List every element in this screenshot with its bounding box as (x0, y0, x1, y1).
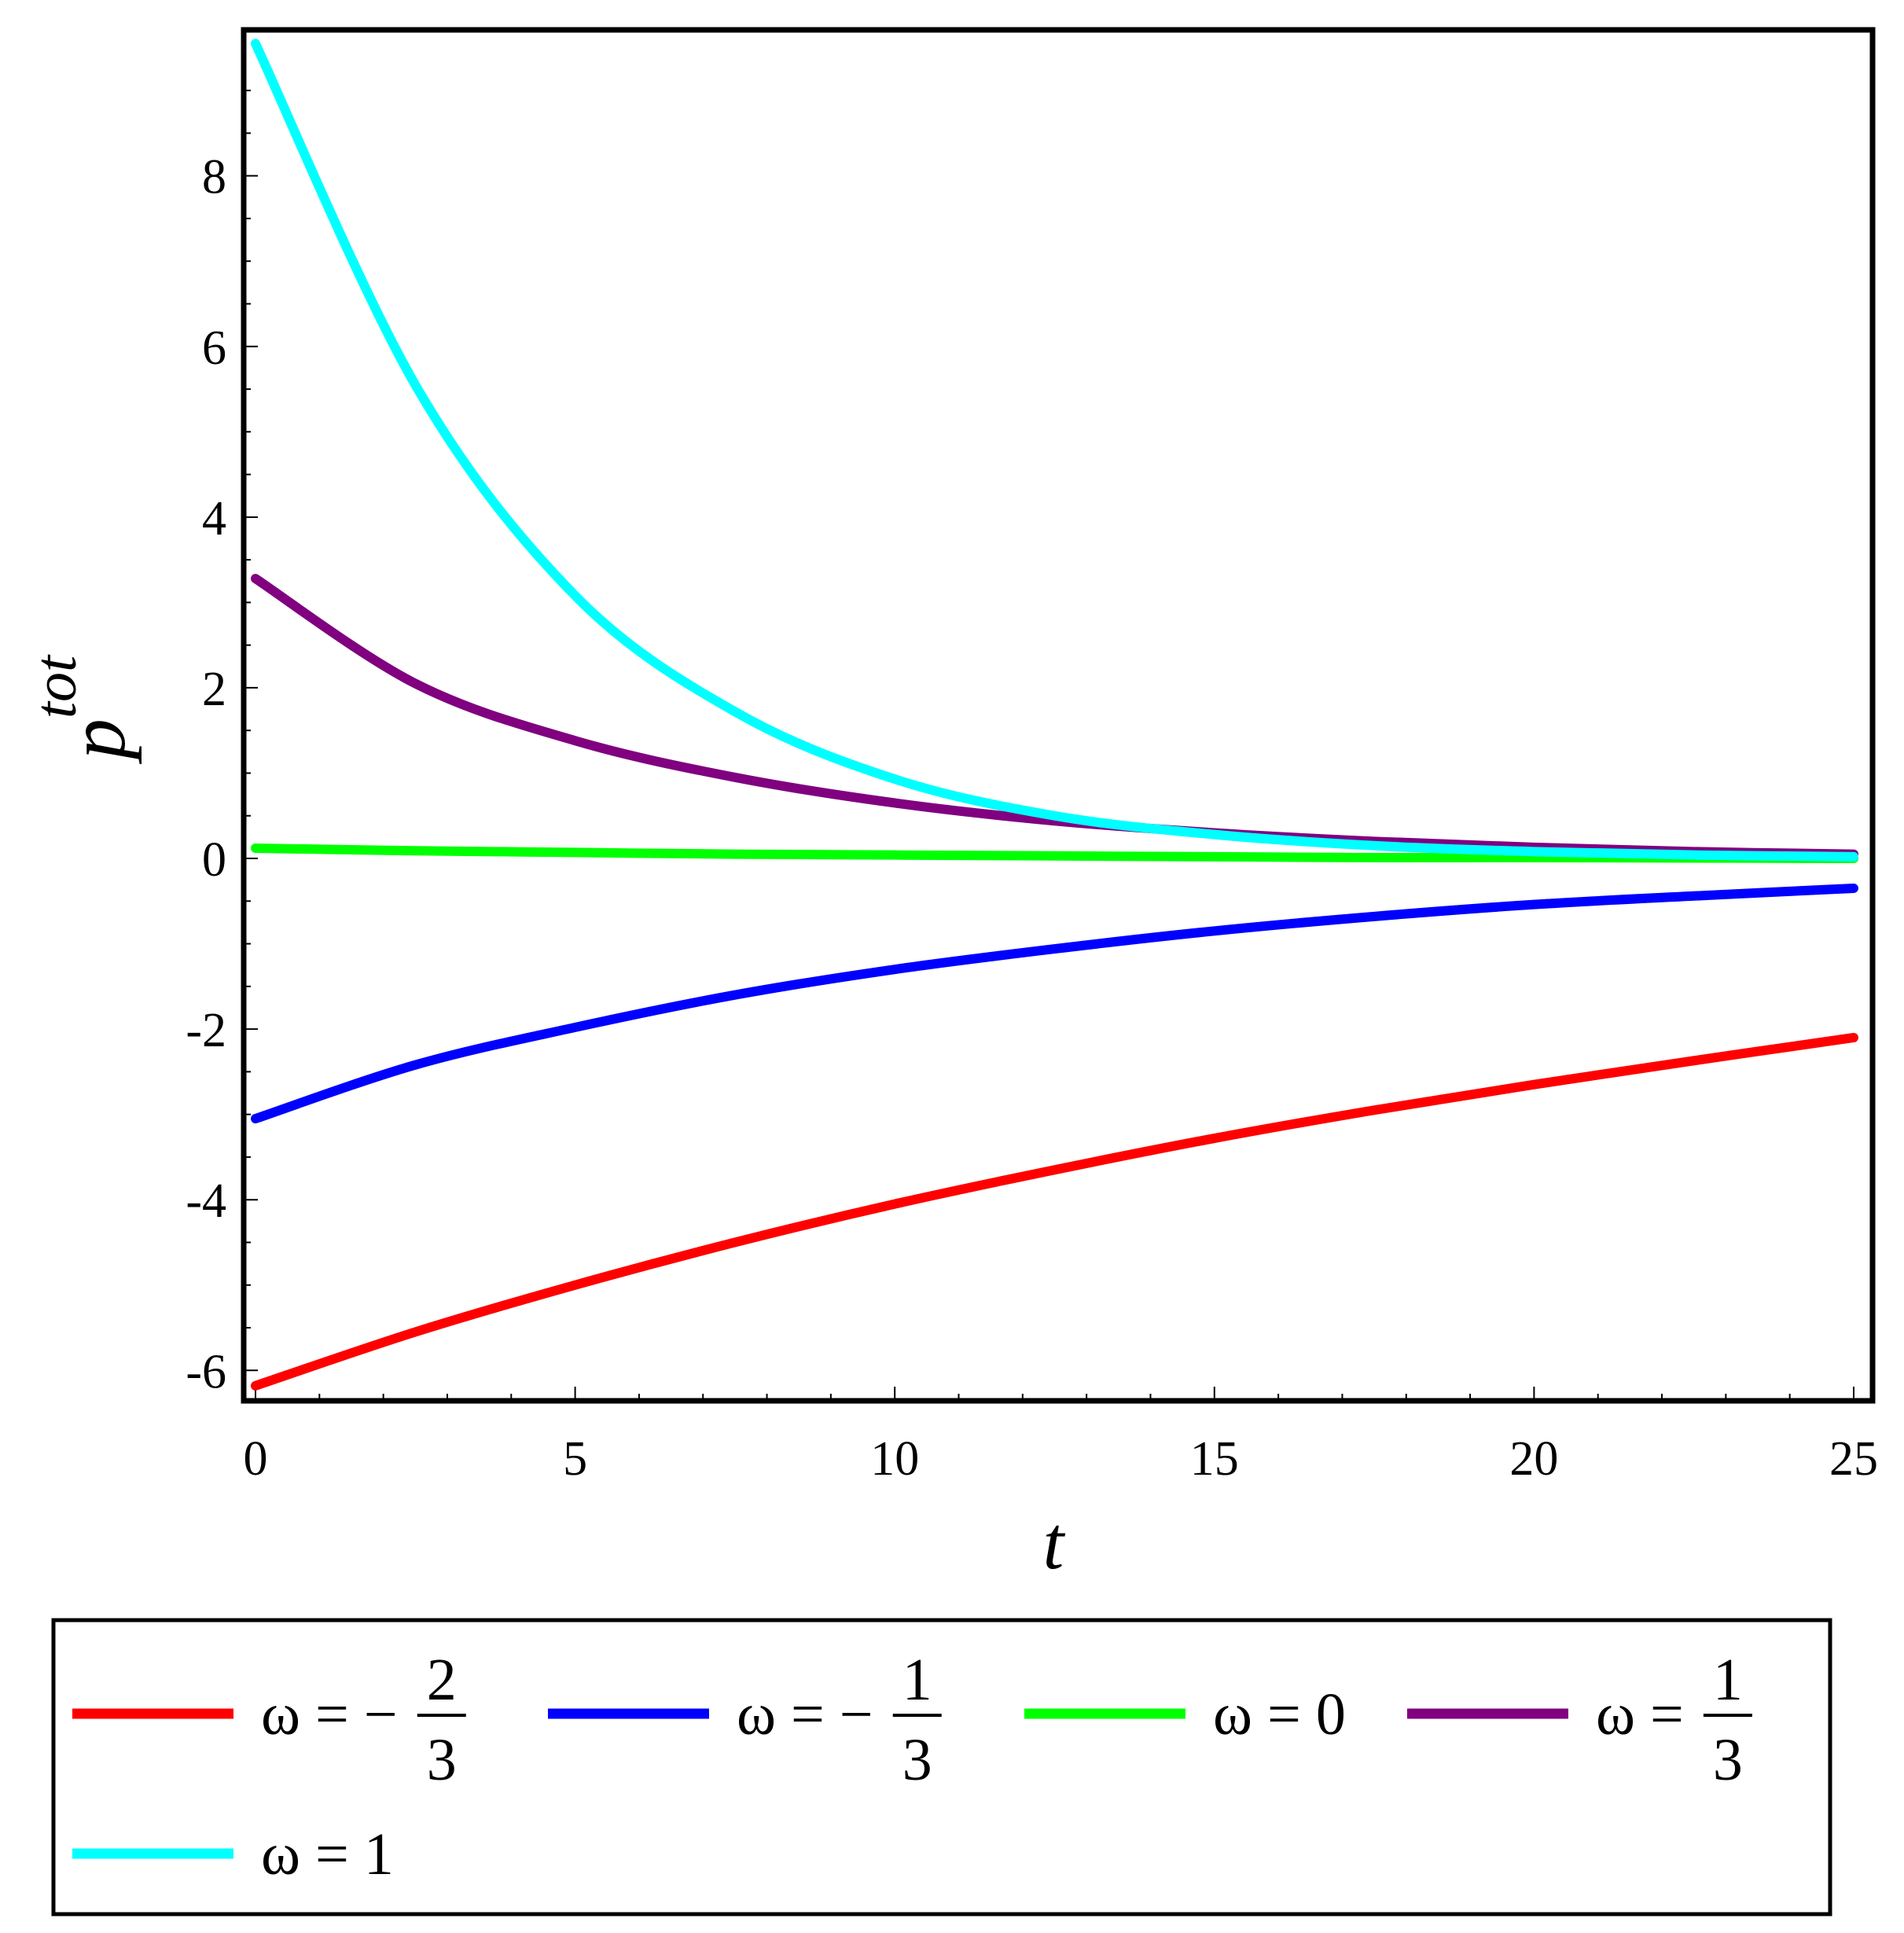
y-tick-label: 2 (202, 663, 226, 716)
plot-frame (241, 27, 1876, 1404)
y-tick-label: -6 (186, 1345, 226, 1398)
x-tick-label: 5 (563, 1432, 587, 1486)
y-tick-label: 4 (202, 492, 226, 546)
legend-label: ω = 1 (261, 1821, 394, 1887)
series-line-2 (251, 884, 1858, 1124)
series-line-1 (251, 1032, 1858, 1391)
legend-label: ω = − (261, 1681, 398, 1747)
series-layer (251, 39, 1858, 1391)
y-tick-label: 6 (202, 322, 226, 375)
legend-item-1: ω = − 2 3 (72, 1647, 466, 1793)
legend-frame (51, 1618, 1832, 1916)
y-axis-title-sup: tot (23, 654, 89, 718)
legend-numerator: 1 (902, 1647, 932, 1713)
legend-item-2: ω = − 1 3 (548, 1647, 942, 1793)
legend-label: ω = − (737, 1681, 873, 1747)
legend-denominator: 3 (1713, 1727, 1743, 1793)
x-axis-title: t (1043, 1501, 1066, 1585)
legend-items: ω = − 2 3 ω = − 1 3 ω = 0 ω = 1 3 ω = 1 (72, 1647, 1752, 1887)
y-axis-title: ptot (23, 654, 142, 765)
y-tick-label: 0 (202, 833, 226, 887)
legend: ω = − 2 3 ω = − 1 3 ω = 0 ω = 1 3 ω = 1 (51, 1618, 1832, 1916)
series-line-3 (251, 843, 1858, 864)
y-tick-label: -4 (186, 1174, 226, 1228)
legend-label: ω = (1596, 1681, 1684, 1747)
x-tick-label: 10 (870, 1432, 919, 1486)
x-tick-label: 15 (1190, 1432, 1239, 1486)
x-axis: 0 5 10 15 20 25 (244, 1387, 1878, 1486)
y-tick-label: -2 (186, 1004, 226, 1057)
x-tick-label: 20 (1509, 1432, 1558, 1486)
plot-area (241, 27, 1876, 1404)
legend-label: ω = 0 (1213, 1681, 1346, 1747)
x-tick-label: 0 (244, 1432, 268, 1486)
legend-numerator: 2 (427, 1647, 457, 1713)
legend-numerator: 1 (1713, 1647, 1743, 1713)
svg-text:ptot: ptot (23, 654, 142, 765)
y-axis: -6 -4 -2 0 2 4 6 8 (186, 90, 258, 1398)
legend-item-3: ω = 0 (1024, 1681, 1346, 1747)
legend-denominator: 3 (427, 1727, 457, 1793)
legend-item-5: ω = 1 (72, 1821, 394, 1887)
y-axis-title-base: p (52, 718, 142, 765)
legend-denominator: 3 (902, 1727, 932, 1793)
legend-item-4: ω = 1 3 (1407, 1647, 1752, 1793)
series-line-5 (251, 39, 1858, 862)
y-tick-label: 8 (202, 151, 226, 204)
x-tick-label: 25 (1829, 1432, 1878, 1486)
